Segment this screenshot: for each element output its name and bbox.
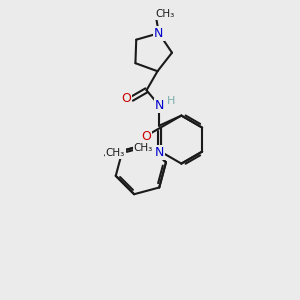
Text: H: H: [167, 96, 176, 106]
Text: N: N: [154, 27, 164, 40]
Text: CH₃: CH₃: [134, 142, 153, 153]
Text: O: O: [141, 130, 151, 142]
Text: O: O: [121, 92, 131, 105]
Text: N: N: [155, 99, 164, 112]
Text: N: N: [155, 146, 164, 159]
Text: CH₃: CH₃: [155, 10, 174, 20]
Text: CH₃: CH₃: [106, 148, 125, 158]
